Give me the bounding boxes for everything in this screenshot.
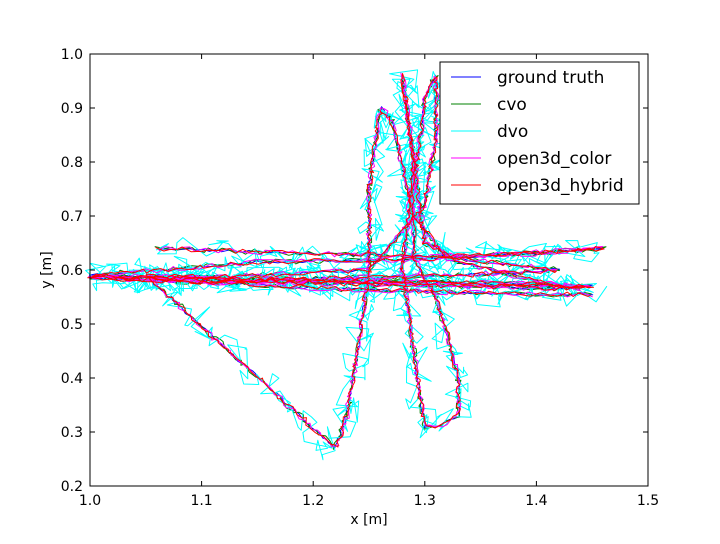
x-tick-label: 1.4 bbox=[525, 493, 547, 509]
y-tick-label: 0.5 bbox=[61, 317, 83, 333]
legend: ground truth cvo dvo open3d_color open3d_hyb… bbox=[439, 61, 640, 205]
legend-label: cvo bbox=[497, 95, 527, 115]
tick-layer: 1.0 1.1 1.2 1.3 1.4 1.5 0.2 0.3 0.4 0.5 0.6 0.7 0.8 0… bbox=[61, 47, 659, 509]
legend-label: open3d_color bbox=[497, 149, 611, 169]
x-tick-label: 1.2 bbox=[302, 493, 324, 509]
legend-label: open3d_hybrid bbox=[497, 176, 624, 196]
x-tick-label: 1.1 bbox=[190, 493, 212, 509]
y-tick-label: 0.4 bbox=[61, 371, 83, 387]
series-layer bbox=[85, 69, 608, 461]
y-tick-label: 1.0 bbox=[61, 47, 83, 63]
legend-box bbox=[439, 61, 640, 205]
y-tick-label: 0.9 bbox=[61, 101, 83, 117]
x-axis-label: x [m] bbox=[350, 512, 387, 528]
y-tick-label: 0.6 bbox=[61, 263, 83, 279]
x-tick-label: 1.5 bbox=[637, 493, 659, 509]
y-tick-label: 0.3 bbox=[61, 425, 83, 441]
legend-label: ground truth bbox=[497, 68, 604, 88]
series-line-open3d-hybrid bbox=[87, 73, 605, 448]
y-tick-label: 0.8 bbox=[61, 155, 83, 171]
x-tick-label: 1.3 bbox=[414, 493, 436, 509]
y-axis-label: y [m] bbox=[39, 251, 55, 288]
legend-label: dvo bbox=[497, 122, 528, 142]
y-tick-label: 0.2 bbox=[61, 479, 83, 495]
y-tick-label: 0.7 bbox=[61, 209, 83, 225]
x-tick-label: 1.0 bbox=[79, 493, 101, 509]
